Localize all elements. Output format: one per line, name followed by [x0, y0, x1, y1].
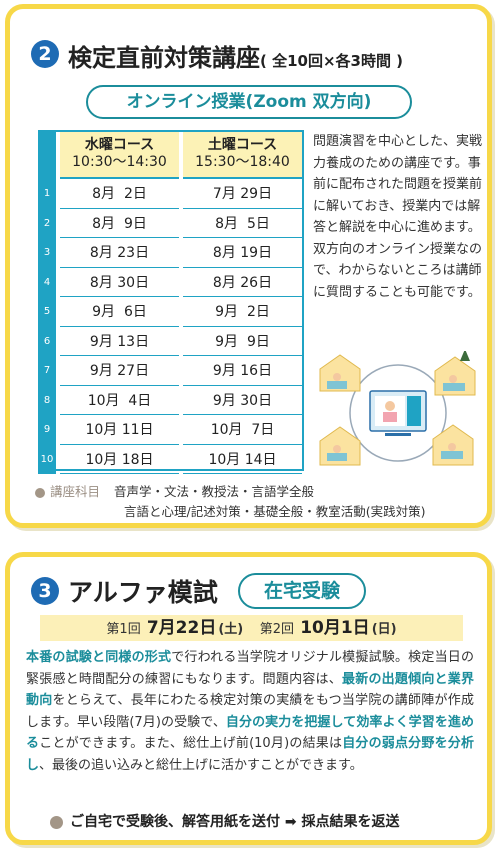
- table-row: 7 9月 27日 9月 16日: [38, 356, 304, 386]
- wednesday-date: 9月 27日: [60, 356, 179, 386]
- wednesday-date: 8月 2日: [60, 179, 179, 209]
- saturday-date: 8月 19日: [183, 238, 302, 268]
- round1-day: (土): [218, 622, 244, 637]
- saturday-date: 8月 26日: [183, 267, 302, 297]
- mock-exam-description: 本番の試験と同様の形式で行われる当学院オリジナル模擬試験。検定当日の緊張感と時間…: [26, 650, 474, 773]
- table-row: 3 8月 23日 8月 19日: [38, 238, 304, 268]
- section-number-badge: 3: [31, 577, 59, 605]
- table-row: 6 9月 13日 9月 9日: [38, 326, 304, 356]
- round1-label: 第1回: [106, 622, 141, 637]
- round2-label: 第2回: [259, 622, 295, 637]
- course-title-sub: ( 全10回×各3時間 ): [260, 52, 404, 70]
- saturday-date: 7月 29日: [183, 179, 302, 209]
- section-number-badge: 2: [31, 40, 59, 68]
- subjects-line-1: 音声学・文法・教授法・言語学全般: [114, 484, 315, 499]
- exam-dates-bar: 第1回 7月22日 (土) 第2回 10月1日 (日): [40, 615, 463, 641]
- row-number: 4: [38, 267, 56, 297]
- round1-date: 7月22日: [146, 618, 217, 638]
- subjects-row-1: 講座科目 音声学・文法・教授法・言語学全般: [35, 481, 314, 500]
- saturday-date: 10月 14日: [183, 444, 302, 474]
- row-number: 3: [38, 238, 56, 268]
- row-number: 2: [38, 208, 56, 238]
- wednesday-date: 8月 30日: [60, 267, 179, 297]
- saturday-date: 8月 5日: [183, 208, 302, 238]
- home-exam-pill: 在宅受験: [238, 573, 366, 609]
- saturday-date: 9月 2日: [183, 297, 302, 327]
- row-number: 5: [38, 297, 56, 327]
- mock-exam-card: 3 アルファ模試 在宅受験 第1回 7月22日 (土) 第2回 10月1日 (日) …: [5, 552, 492, 845]
- wednesday-date: 8月 23日: [60, 238, 179, 268]
- table-row: 5 9月 6日 9月 2日: [38, 297, 304, 327]
- table-row: 1 8月 2日 7月 29日: [38, 179, 304, 209]
- row-number: 10: [38, 444, 56, 474]
- wednesday-date: 9月 6日: [60, 297, 179, 327]
- row-number: 9: [38, 415, 56, 445]
- saturday-date: 9月 9日: [183, 326, 302, 356]
- table-row: 8 10月 4日 9月 30日: [38, 385, 304, 415]
- saturday-date: 9月 16日: [183, 356, 302, 386]
- saturday-date: 9月 30日: [183, 385, 302, 415]
- wednesday-course-header: 水曜コース 10:30〜14:30: [60, 130, 179, 179]
- schedule-table: 水曜コース 10:30〜14:30 土曜コース 15:30〜18:40 1 8月 …: [38, 130, 304, 474]
- wednesday-date: 9月 13日: [60, 326, 179, 356]
- mock-exam-title: アルファ模試: [68, 578, 218, 607]
- saturday-date: 10月 7日: [183, 415, 302, 445]
- round2-day: (日): [371, 622, 397, 637]
- table-row: 4 8月 30日 8月 26日: [38, 267, 304, 297]
- subjects-line-2: 言語と心理/記述対策・基礎全般・教室活動(実践対策): [124, 504, 426, 519]
- saturday-course-header: 土曜コース 15:30〜18:40: [183, 130, 302, 179]
- wednesday-date: 10月 18日: [60, 444, 179, 474]
- row-number: 8: [38, 385, 56, 415]
- course-title-main: 検定直前対策講座: [68, 44, 260, 72]
- table-row: 2 8月 9日 8月 5日: [38, 208, 304, 238]
- table-row: 10 10月 18日 10月 14日: [38, 444, 304, 474]
- row-number: 1: [38, 179, 56, 209]
- wednesday-date: 10月 11日: [60, 415, 179, 445]
- course-card: 2 検定直前対策講座( 全10回×各3時間 ) オンライン授業(Zoom 双方向…: [5, 4, 492, 528]
- row-number: 6: [38, 326, 56, 356]
- bullet-dot-icon: [35, 487, 45, 498]
- table-header-row: 水曜コース 10:30〜14:30 土曜コース 15:30〜18:40: [38, 130, 304, 179]
- bullet-dot-icon: [50, 815, 63, 829]
- course-title: 検定直前対策講座( 全10回×各3時間 ): [68, 38, 403, 73]
- online-class-illustration: [319, 351, 476, 466]
- course-description: 問題演習を中心とした、実戦力養成のための講座です。事前に配布された問題を授業前に…: [313, 134, 483, 300]
- subjects-label: 講座科目: [50, 484, 101, 499]
- row-number: 7: [38, 356, 56, 386]
- round2-date: 10月1日: [300, 618, 370, 638]
- wednesday-date: 8月 9日: [60, 208, 179, 238]
- wednesday-date: 10月 4日: [60, 385, 179, 415]
- exam-process-note: ご自宅で受験後、解答用紙を送付 ➡ 採点結果を返送: [50, 811, 399, 831]
- table-row: 9 10月 11日 10月 7日: [38, 415, 304, 445]
- online-class-pill: オンライン授業(Zoom 双方向): [86, 85, 412, 119]
